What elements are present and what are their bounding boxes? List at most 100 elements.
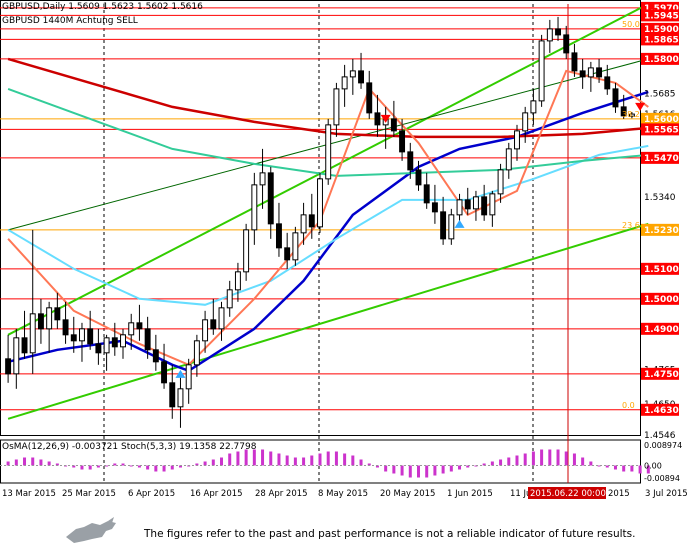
price-label-box bbox=[641, 22, 679, 35]
candle-body bbox=[628, 113, 635, 117]
osma-bar bbox=[39, 459, 43, 466]
price-label: 1.5000 bbox=[644, 295, 679, 305]
osma-bar bbox=[137, 465, 141, 468]
candle-body bbox=[464, 199, 471, 210]
candle-body bbox=[259, 172, 266, 186]
osma-bar bbox=[211, 459, 215, 466]
osma-bar bbox=[195, 463, 199, 466]
osma-bar bbox=[96, 465, 100, 468]
osma-bar bbox=[482, 463, 486, 466]
down-arrow-icon bbox=[380, 114, 391, 123]
osma-axis-label: 0.008974 bbox=[644, 441, 682, 450]
osma-bar bbox=[105, 465, 109, 467]
candle-body bbox=[325, 124, 332, 180]
osma-bar bbox=[556, 449, 560, 466]
osma-bar bbox=[458, 465, 462, 470]
up-arrow-icon bbox=[454, 219, 465, 228]
candle-body bbox=[317, 178, 323, 228]
price-label: 1.5865 bbox=[644, 35, 679, 45]
osma-bar bbox=[433, 465, 437, 476]
osma-bar bbox=[72, 465, 76, 468]
osma-bar bbox=[441, 465, 445, 474]
osma-bar bbox=[400, 465, 404, 476]
price-label-box bbox=[641, 367, 679, 380]
osma-bar bbox=[252, 449, 256, 466]
candle-body bbox=[284, 247, 291, 261]
osma-bar bbox=[531, 451, 535, 466]
candle-body bbox=[218, 307, 225, 330]
channel-line bbox=[7, 222, 649, 420]
candle-body bbox=[579, 70, 586, 78]
osma-bar bbox=[236, 451, 240, 466]
osma-bar bbox=[367, 463, 371, 466]
price-label: 1.4900 bbox=[644, 325, 679, 335]
candle-body bbox=[308, 214, 315, 228]
candle-body bbox=[5, 358, 12, 375]
osma-bar bbox=[154, 465, 158, 472]
candle-body bbox=[358, 70, 365, 84]
osma-bar bbox=[47, 461, 51, 466]
candle-body bbox=[390, 118, 397, 132]
symbol-line: GBPUSD,Daily 1.5609 1.5623 1.5602 1.5616 bbox=[2, 2, 203, 12]
chart-area: 1.5970 1.5945 1.5900 1.5865 1.5800 1.5685 1.56… bbox=[0, 0, 688, 499]
osma-bar bbox=[285, 455, 289, 466]
osma-bar bbox=[638, 465, 642, 474]
candle-body bbox=[440, 211, 447, 240]
candle-body bbox=[144, 328, 151, 351]
osma-bar bbox=[310, 455, 314, 466]
date-label: 13 Mar 2015 bbox=[2, 489, 56, 499]
price-label-box bbox=[641, 223, 679, 236]
price-label-box bbox=[641, 52, 679, 65]
candle-body bbox=[374, 112, 381, 126]
osma-bar bbox=[416, 465, 420, 478]
candle-body bbox=[333, 88, 340, 126]
candle-body bbox=[152, 349, 159, 363]
osma-bar bbox=[548, 449, 552, 466]
candle-body bbox=[54, 307, 61, 321]
price-label: 1.5230 bbox=[644, 226, 679, 236]
date-label: 28 Apr 2015 bbox=[255, 489, 308, 499]
candle-body bbox=[448, 214, 455, 240]
osma-bar bbox=[318, 453, 322, 466]
candle-body bbox=[210, 319, 217, 330]
price-label-box bbox=[641, 262, 679, 275]
osma-bar bbox=[55, 463, 59, 466]
osma-bar bbox=[449, 465, 453, 472]
candle-body bbox=[13, 337, 20, 375]
osma-bar bbox=[326, 451, 330, 466]
price-label: 1.5900 bbox=[644, 25, 679, 35]
candle-body bbox=[169, 382, 176, 408]
osma-bar bbox=[121, 463, 125, 466]
candle-body bbox=[292, 232, 299, 261]
osma-bar bbox=[474, 465, 478, 467]
candle-body bbox=[21, 337, 28, 354]
candle-body bbox=[481, 196, 488, 216]
candle-body bbox=[243, 229, 250, 273]
candle-body bbox=[571, 52, 578, 72]
osma-bar bbox=[113, 463, 117, 466]
candle-body bbox=[587, 67, 594, 78]
price-label-box bbox=[641, 112, 679, 125]
osma-bar bbox=[220, 457, 224, 466]
osma-line: OsMA(12,26,9) -0.003721 Stoch(5,3,3) 19.… bbox=[2, 442, 257, 452]
candle-body bbox=[103, 337, 110, 354]
osma-bar bbox=[343, 453, 347, 466]
candle-body bbox=[95, 343, 102, 354]
candle-body bbox=[497, 169, 504, 195]
osma-bar bbox=[178, 465, 182, 468]
price-panel-border bbox=[0, 0, 641, 436]
osma-bar bbox=[293, 457, 297, 466]
osma-bar bbox=[392, 465, 396, 474]
price-label-box bbox=[641, 403, 679, 416]
date-label-box bbox=[528, 487, 606, 499]
fib-label: 38.2 bbox=[622, 110, 640, 119]
osma-bar bbox=[334, 451, 338, 466]
price-label: 1.5600 bbox=[644, 115, 679, 125]
candle-body bbox=[128, 322, 135, 336]
osma-bar bbox=[515, 455, 519, 466]
candle-body bbox=[251, 184, 258, 231]
candle-body bbox=[522, 112, 529, 132]
osma-bar bbox=[605, 465, 609, 468]
osma-bar bbox=[6, 461, 10, 466]
osma-bar bbox=[359, 459, 363, 466]
